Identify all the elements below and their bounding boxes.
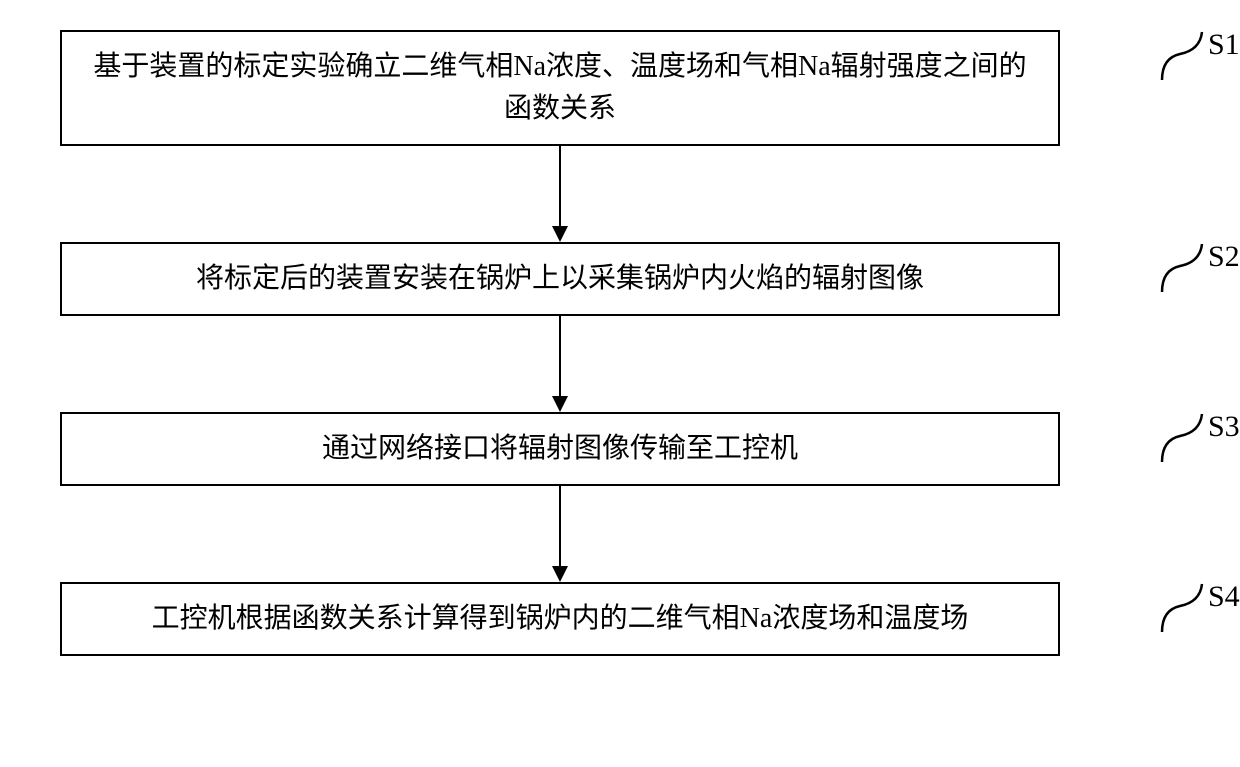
arrow-wrap [60,146,1060,242]
step-label-wrap: S3 [1160,412,1240,464]
arrow-wrap [60,316,1060,412]
flow-box-text: 将标定后的装置安装在锅炉上以采集锅炉内火焰的辐射图像 [196,258,924,300]
step-label-wrap: S2 [1160,242,1240,294]
flowchart-container: 基于装置的标定实验确立二维气相Na浓度、温度场和气相Na辐射强度之间的函数关系 … [60,30,1160,656]
arrow-down-icon [545,146,575,242]
flow-step: 通过网络接口将辐射图像传输至工控机 S3 [60,412,1160,486]
step-label-wrap: S1 [1160,30,1240,82]
flow-box-text: 通过网络接口将辐射图像传输至工控机 [322,428,798,470]
step-label: S3 [1208,410,1240,444]
flow-box-s3: 通过网络接口将辐射图像传输至工控机 [60,412,1060,486]
bracket-icon [1160,30,1206,82]
flow-step: 基于装置的标定实验确立二维气相Na浓度、温度场和气相Na辐射强度之间的函数关系 … [60,30,1160,146]
step-label-wrap: S4 [1160,582,1240,634]
step-label: S2 [1208,240,1240,274]
arrow-down-icon [545,316,575,412]
flow-step: 将标定后的装置安装在锅炉上以采集锅炉内火焰的辐射图像 S2 [60,242,1160,316]
arrow-down-icon [545,486,575,582]
step-label: S4 [1208,580,1240,614]
bracket-icon [1160,582,1206,634]
arrow-wrap [60,486,1060,582]
flow-box-text: 基于装置的标定实验确立二维气相Na浓度、温度场和气相Na辐射强度之间的函数关系 [82,46,1038,130]
flow-box-text: 工控机根据函数关系计算得到锅炉内的二维气相Na浓度场和温度场 [152,598,969,640]
bracket-icon [1160,412,1206,464]
flow-box-s1: 基于装置的标定实验确立二维气相Na浓度、温度场和气相Na辐射强度之间的函数关系 [60,30,1060,146]
flow-box-s2: 将标定后的装置安装在锅炉上以采集锅炉内火焰的辐射图像 [60,242,1060,316]
step-label: S1 [1208,28,1240,62]
bracket-icon [1160,242,1206,294]
flow-step: 工控机根据函数关系计算得到锅炉内的二维气相Na浓度场和温度场 S4 [60,582,1160,656]
flow-box-s4: 工控机根据函数关系计算得到锅炉内的二维气相Na浓度场和温度场 [60,582,1060,656]
